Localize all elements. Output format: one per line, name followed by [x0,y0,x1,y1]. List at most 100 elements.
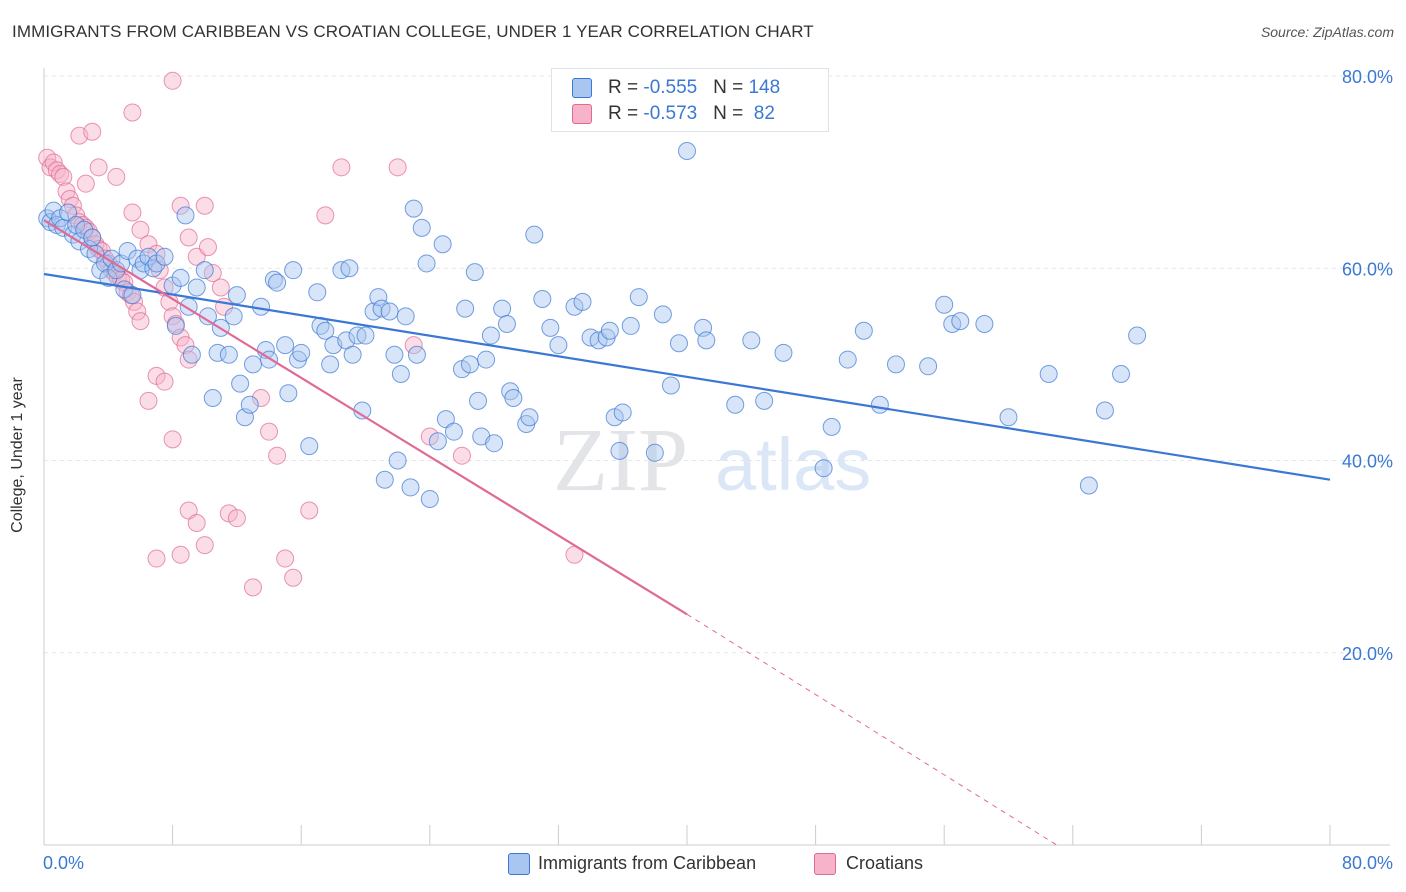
data-point [388,451,407,470]
data-point [89,158,108,177]
data-point [375,470,394,489]
legend-n-label: N = [713,77,749,98]
data-point [332,158,351,177]
data-point [549,336,568,355]
watermark-atlas: atlas [715,423,871,506]
data-point [854,321,873,340]
data-point [107,167,126,186]
data-point [477,350,496,369]
data-point [460,355,479,374]
watermark: ZIP atlas [553,411,871,510]
data-point [380,302,399,321]
data-point [1039,364,1058,383]
data-point [203,389,222,408]
y-tick-label: 60.0% [1342,259,1393,279]
data-point [951,312,970,331]
data-point [316,321,335,340]
data-point [420,489,439,508]
bottom-legend-swatch-blue [508,853,530,875]
data-point [444,422,463,441]
data-point [485,434,504,453]
data-point [610,441,629,460]
data-point [999,408,1018,427]
data-point [525,225,544,244]
data-point [243,355,262,374]
data-point [678,141,696,160]
data-point [653,305,672,324]
data-point [51,165,70,184]
bottom-legend-label-croatians: Croatians [846,853,924,873]
data-point [404,199,423,218]
data-point [541,318,560,337]
data-point [822,417,841,436]
data-point [391,364,410,383]
data-point [504,389,523,408]
data-point [533,290,552,309]
data-point [669,334,688,353]
trend-line-caribbean [43,272,1331,481]
data-point [195,196,214,215]
data-point [396,307,415,326]
watermark-zip: ZIP [553,411,688,510]
data-point [645,443,664,462]
stats-legend: R = -0.555 N = 148 R = -0.573 N = 82 [551,68,829,132]
data-point [1112,364,1131,383]
legend-n-label: N = [713,103,749,124]
data-point [163,430,182,449]
legend-r-value: -0.573 [643,103,698,124]
data-point [176,206,195,225]
data-point [308,283,327,302]
series-caribbean-points [38,141,1147,508]
data-point [219,345,238,364]
data-point [284,568,303,587]
data-point [155,247,174,266]
data-point [195,261,214,280]
bottom-legend-label-caribbean: Immigrants from Caribbean [538,853,757,873]
data-point [573,292,592,311]
data-point [385,345,404,364]
data-point [198,238,217,257]
data-point [629,288,648,307]
chart-title: IMMIGRANTS FROM CARIBBEAN VS CROATIAN CO… [12,22,814,41]
tick-labels: 20.0% 40.0% 60.0% 80.0% 0.0% 80.0% [43,67,1393,873]
data-point [469,391,488,410]
data-point [838,350,857,369]
data-point [316,206,335,225]
trend-lines [43,219,1331,846]
legend-r-label: R = [608,77,644,98]
data-point [243,578,262,597]
data-point [268,273,287,292]
data-point [147,549,166,568]
data-point [182,345,201,364]
y-tick-label: 80.0% [1342,67,1393,87]
data-point [195,536,214,555]
data-point [123,203,142,222]
data-point [227,509,246,528]
trend-line-croatians [43,219,688,616]
data-point [264,270,283,289]
data-point [131,220,150,239]
data-point [63,225,82,244]
y-tick-label: 40.0% [1342,452,1393,472]
data-point [166,316,185,335]
y-tick-label: 20.0% [1342,644,1393,664]
data-point [465,263,484,282]
data-point [886,355,905,374]
legend-r-label: R = [608,103,644,124]
data-point [128,302,147,321]
data-point [139,391,158,410]
data-point [321,355,340,374]
data-point [240,395,259,414]
source-label: Source: ZipAtlas.com [1260,24,1394,40]
data-point [407,345,426,364]
data-point [171,196,190,215]
data-point [300,501,319,520]
data-point [276,336,295,355]
data-point [187,513,206,532]
data-point [292,343,311,362]
data-point [187,278,206,297]
y-axis-label: College, Under 1 year [9,377,26,533]
data-point [755,391,774,410]
data-point [163,71,182,90]
data-point [369,288,388,307]
